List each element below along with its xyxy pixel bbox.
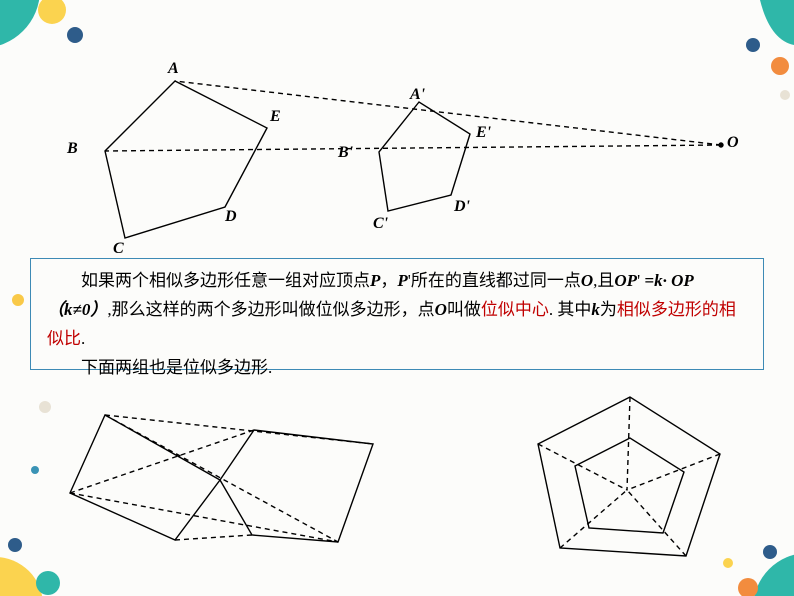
- slide: A B C D E A' B' C' D' E' O 如果两个相似多边形任意一组…: [0, 0, 794, 596]
- bottom-right-diagram: [0, 0, 794, 596]
